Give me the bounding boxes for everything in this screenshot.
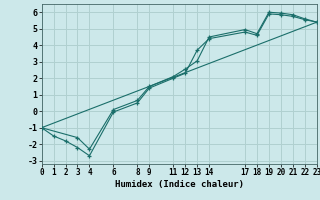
- X-axis label: Humidex (Indice chaleur): Humidex (Indice chaleur): [115, 180, 244, 189]
